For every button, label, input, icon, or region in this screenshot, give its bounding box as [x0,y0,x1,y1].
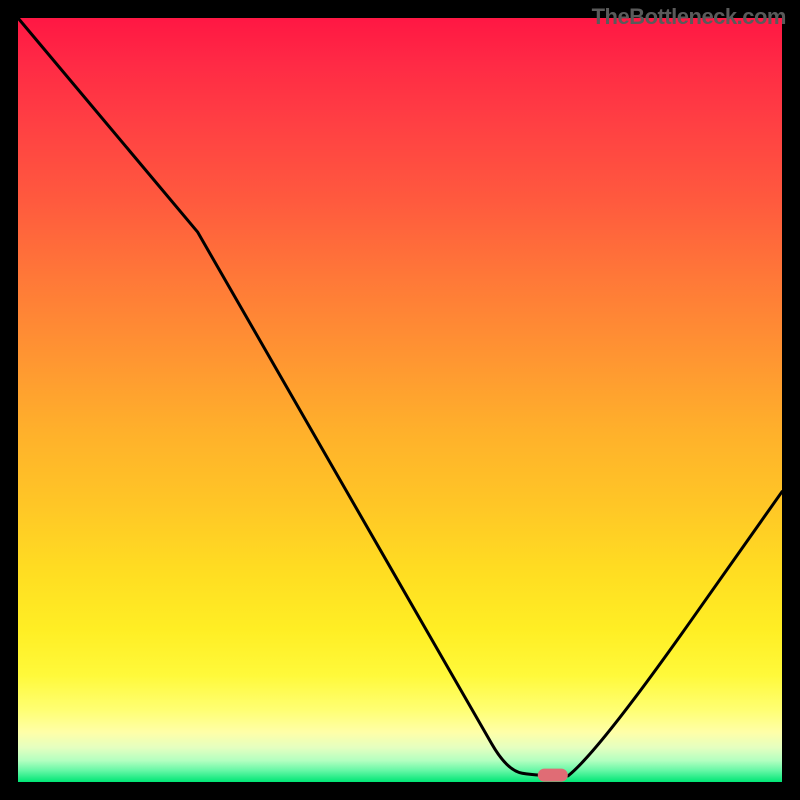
bottleneck-chart [0,0,800,800]
watermark-text: TheBottleneck.com [592,4,786,30]
plot-area-background [18,18,782,782]
optimal-marker [538,769,568,782]
